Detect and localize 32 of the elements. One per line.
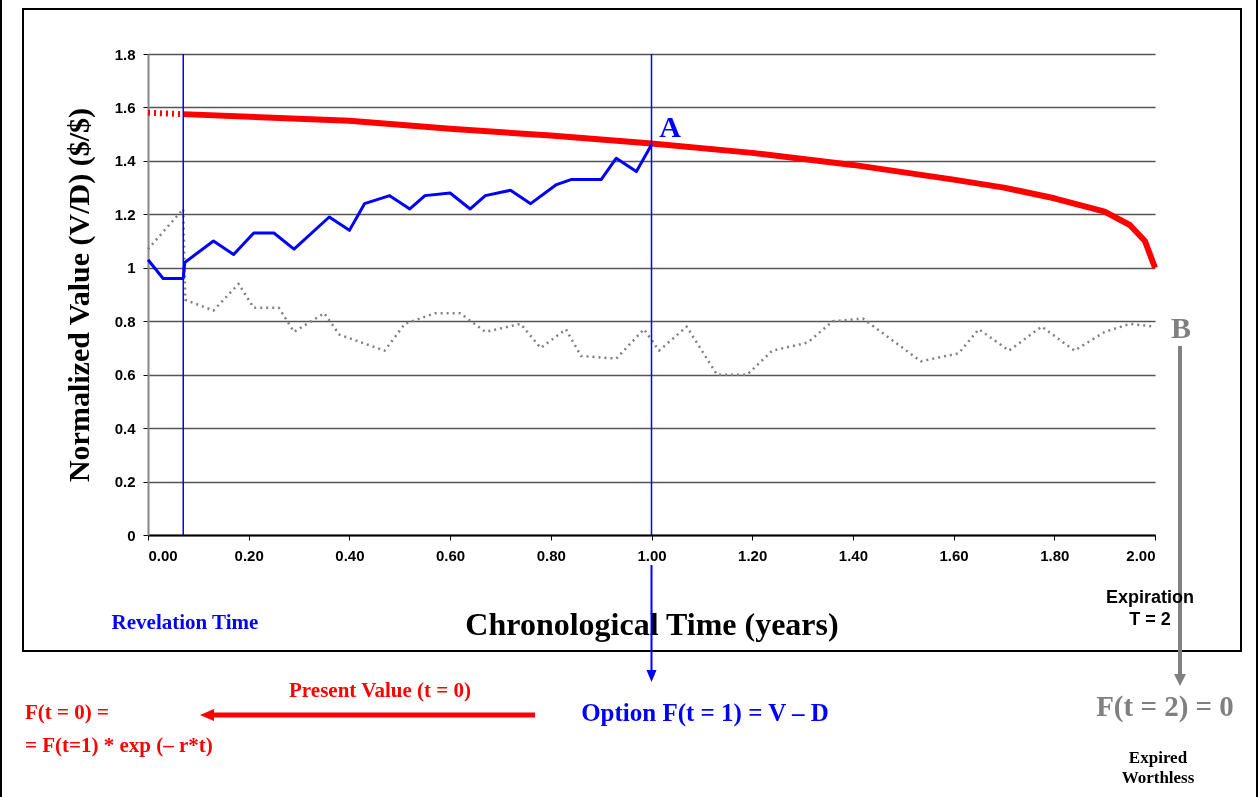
y-tick-label: 0.4: [114, 419, 137, 437]
text: Revelation Time: [110, 610, 260, 636]
x-tick-label: 0.60: [436, 546, 466, 564]
x-tick-label: 0.00: [148, 546, 178, 564]
x-tick-label: 1.80: [1040, 546, 1070, 564]
x-tick-label: 1.20: [738, 546, 768, 564]
text: Present Value (t = 0): [289, 678, 471, 704]
y-tick-label: 0.6: [114, 366, 136, 384]
text: Expired Worthless: [1120, 747, 1196, 789]
x-tick-label: 0.80: [536, 546, 566, 564]
x-tick-label: 2.00: [1126, 546, 1156, 564]
text: B: [1170, 310, 1191, 346]
x-tick-label: 1.40: [838, 546, 868, 564]
x-tick-label: 0.40: [335, 546, 365, 564]
y-tick-label: 0: [127, 526, 136, 544]
y-tick-label: 1: [127, 259, 136, 277]
x-tick-label: 1.60: [939, 546, 969, 564]
x-tick-label: 0.20: [234, 546, 264, 564]
y-tick-label: 1.4: [114, 152, 137, 170]
text: Expiration T = 2: [1105, 587, 1195, 631]
text: Option F(t = 1) = V – D: [581, 698, 829, 728]
y-tick-label: 0.2: [114, 473, 136, 491]
y-tick-label: 1.2: [114, 205, 136, 223]
text: = F(t=1) * exp (– r*t): [25, 733, 213, 759]
y-axis-title: Normalized Value (V/D) ($/$): [61, 107, 96, 483]
text: F(t = 0) =: [25, 700, 109, 726]
y-tick-label: 0.8: [114, 312, 136, 330]
annotation: A: [659, 109, 681, 145]
x-tick-label: 1.00: [637, 546, 667, 564]
y-tick-label: 1.8: [114, 45, 136, 63]
text: F(t = 2) = 0: [1096, 688, 1234, 724]
y-tick-label: 1.6: [114, 98, 136, 116]
